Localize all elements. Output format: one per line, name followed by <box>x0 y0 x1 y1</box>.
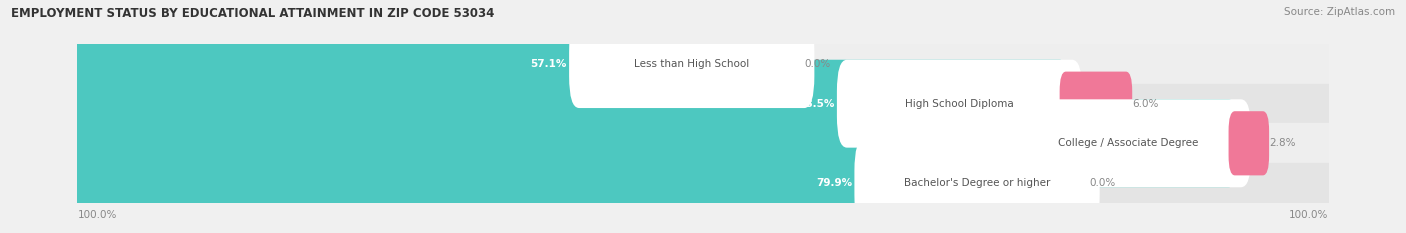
Bar <box>77 163 1329 203</box>
FancyBboxPatch shape <box>67 60 1070 148</box>
Text: 0.0%: 0.0% <box>804 59 831 69</box>
Text: EMPLOYMENT STATUS BY EDUCATIONAL ATTAINMENT IN ZIP CODE 53034: EMPLOYMENT STATUS BY EDUCATIONAL ATTAINM… <box>11 7 495 20</box>
Text: High School Diploma: High School Diploma <box>905 99 1014 109</box>
FancyBboxPatch shape <box>67 99 1239 187</box>
Bar <box>77 123 1329 163</box>
Bar <box>77 84 1329 123</box>
Text: Source: ZipAtlas.com: Source: ZipAtlas.com <box>1284 7 1395 17</box>
FancyBboxPatch shape <box>837 60 1083 148</box>
Text: 100.0%: 100.0% <box>1289 210 1329 220</box>
FancyBboxPatch shape <box>1060 72 1132 136</box>
Text: 78.5%: 78.5% <box>799 99 834 109</box>
FancyBboxPatch shape <box>1005 99 1251 187</box>
Text: 79.9%: 79.9% <box>815 178 852 188</box>
Text: Less than High School: Less than High School <box>634 59 749 69</box>
Text: 92.0%: 92.0% <box>967 138 1004 148</box>
Text: Bachelor's Degree or higher: Bachelor's Degree or higher <box>904 178 1050 188</box>
FancyBboxPatch shape <box>1229 111 1270 175</box>
Text: 57.1%: 57.1% <box>530 59 567 69</box>
Text: 6.0%: 6.0% <box>1132 99 1159 109</box>
Text: College / Associate Degree: College / Associate Degree <box>1059 138 1199 148</box>
Text: 0.0%: 0.0% <box>1090 178 1116 188</box>
FancyBboxPatch shape <box>67 139 1087 227</box>
Text: 100.0%: 100.0% <box>77 210 117 220</box>
Text: 2.8%: 2.8% <box>1270 138 1295 148</box>
Bar <box>77 44 1329 84</box>
FancyBboxPatch shape <box>569 20 814 108</box>
FancyBboxPatch shape <box>855 139 1099 227</box>
FancyBboxPatch shape <box>67 20 801 108</box>
